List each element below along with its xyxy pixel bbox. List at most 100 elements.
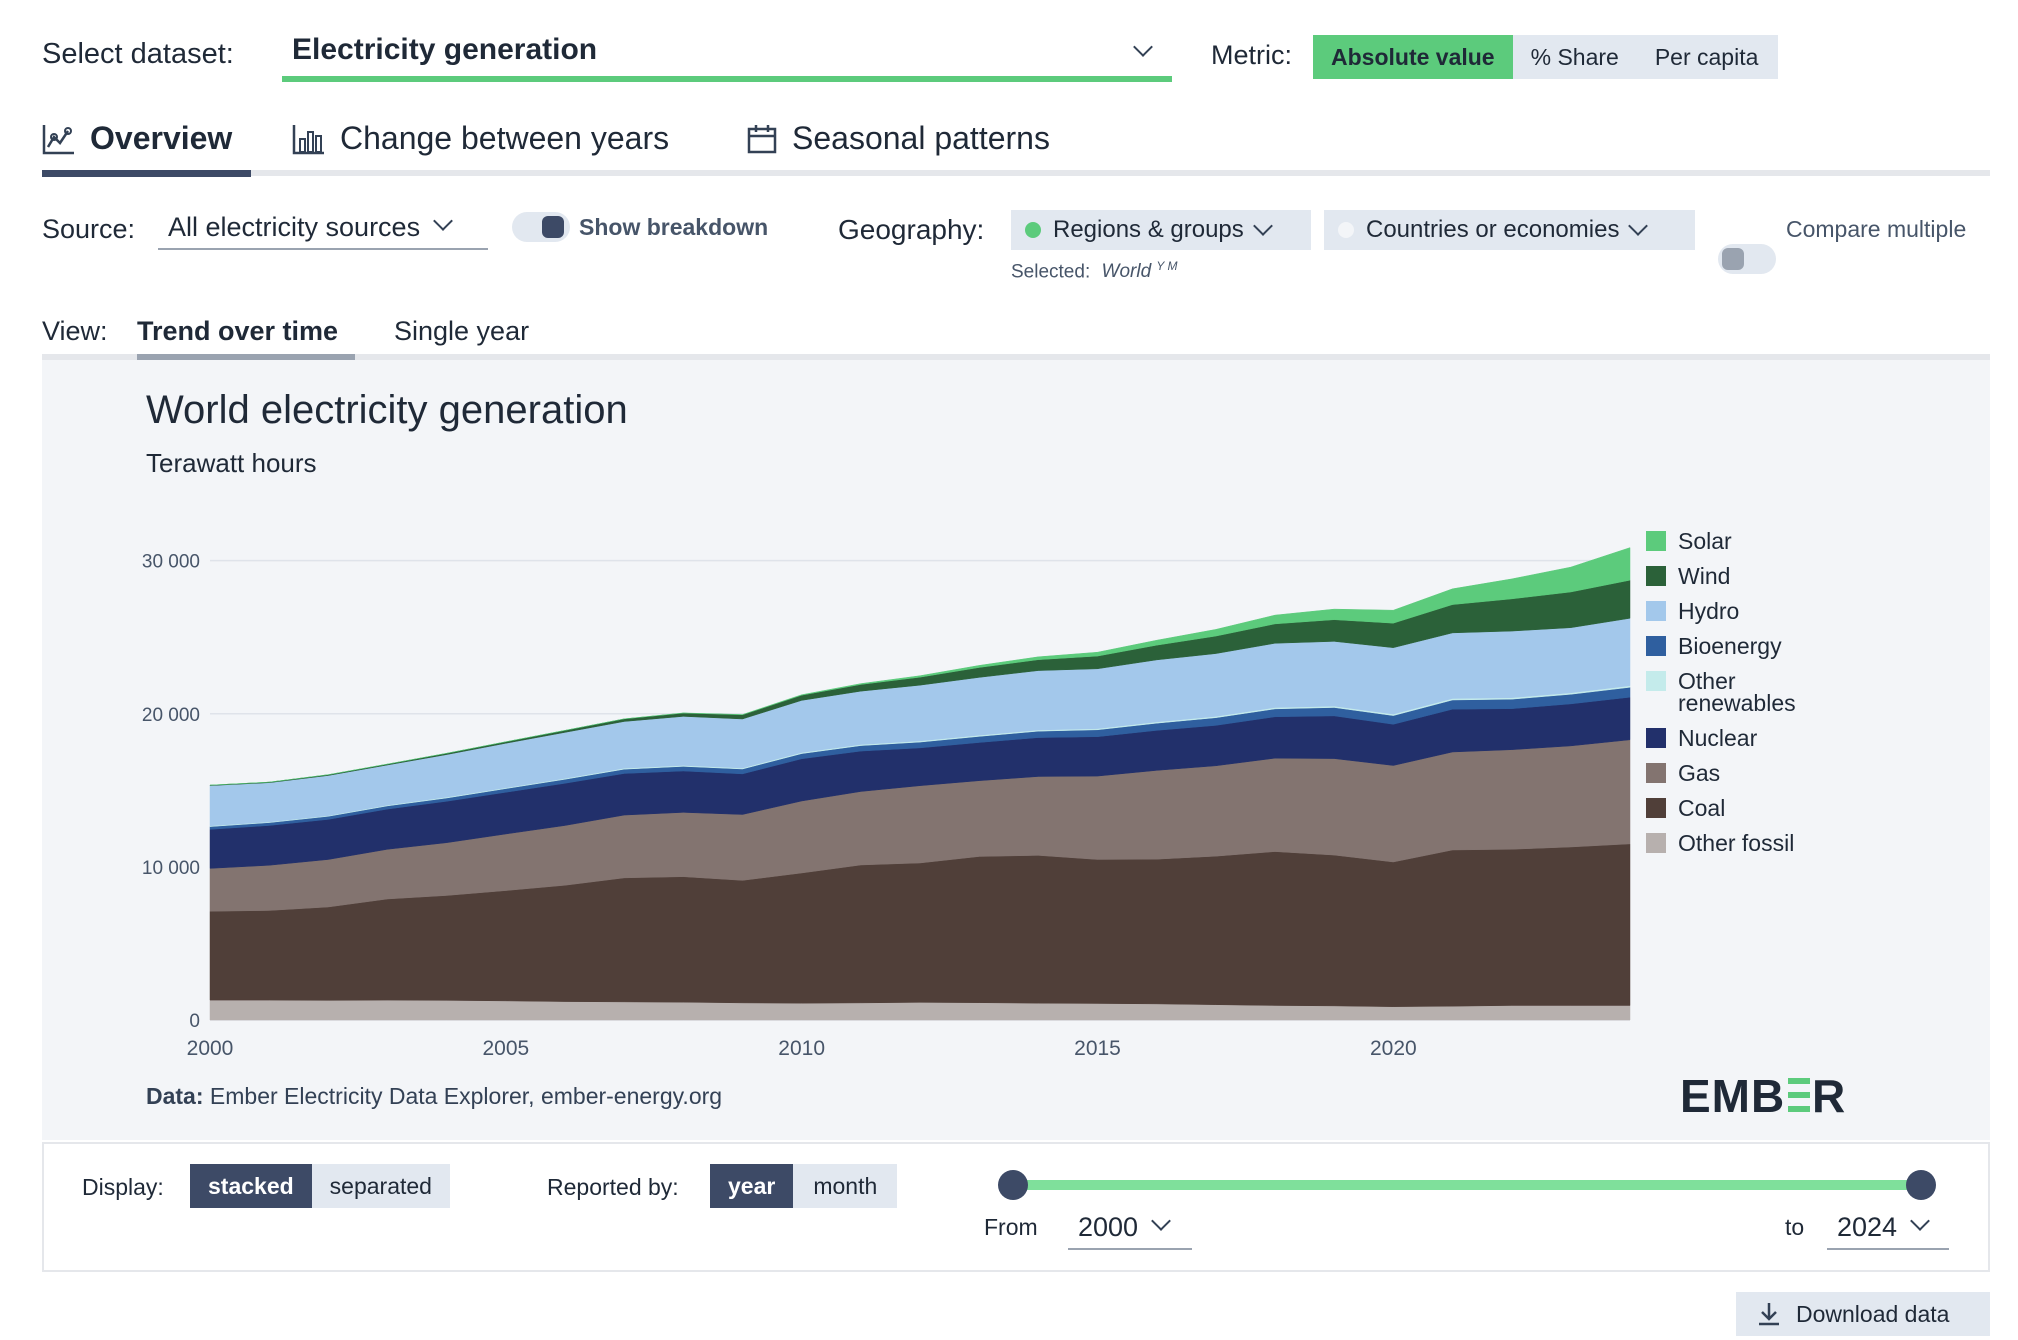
legend-label: Coal bbox=[1678, 795, 1726, 821]
legend-item-bioenergy[interactable]: Bioenergy bbox=[1646, 633, 1848, 659]
legend-item-solar[interactable]: Solar bbox=[1646, 528, 1848, 554]
legend-item-gas[interactable]: Gas bbox=[1646, 762, 1848, 785]
legend-label: Hydro bbox=[1678, 598, 1740, 624]
ember-logo: EMB R bbox=[1680, 1070, 1850, 1122]
download-data-button[interactable]: Download data bbox=[1736, 1292, 1990, 1336]
legend-item-other-renewables[interactable]: Other renewables bbox=[1646, 668, 1848, 716]
regions-groups-select[interactable]: Regions & groups bbox=[1011, 210, 1311, 250]
tabs-divider bbox=[42, 170, 1990, 176]
tab-active-indicator bbox=[42, 170, 251, 177]
metric-per-capita-button[interactable]: Per capita bbox=[1636, 35, 1779, 79]
from-year-value: 2000 bbox=[1078, 1211, 1139, 1242]
tab-change-label: Change between years bbox=[340, 120, 670, 156]
legend-item-other-fossil[interactable]: Other fossil bbox=[1646, 832, 1848, 855]
compare-multiple-toggle[interactable] bbox=[1718, 244, 1776, 274]
to-label: to bbox=[1785, 1214, 1805, 1240]
year-range-track[interactable] bbox=[1014, 1180, 1920, 1190]
chart-legend: Solar Wind Hydro Bioenergy Other renewables N… bbox=[1646, 528, 1848, 855]
metric-absolute-button[interactable]: Absolute value bbox=[1313, 35, 1513, 79]
x-tick-label: 2020 bbox=[1370, 1037, 1417, 1060]
to-year-select[interactable]: 2024 bbox=[1827, 1206, 1949, 1250]
selected-dot-icon bbox=[1025, 222, 1041, 238]
chevron-down-icon bbox=[433, 210, 453, 233]
legend-item-coal[interactable]: Coal bbox=[1646, 795, 1848, 821]
y-tick-label: 30 000 bbox=[142, 552, 200, 573]
svg-text:EMB: EMB bbox=[1680, 1074, 1785, 1116]
from-label: From bbox=[984, 1214, 1038, 1240]
reported-month-button[interactable]: month bbox=[793, 1164, 898, 1208]
chevron-down-icon bbox=[1133, 37, 1153, 59]
download-label: Download data bbox=[1796, 1300, 1950, 1327]
countries-select[interactable]: Countries or economies bbox=[1324, 210, 1695, 250]
legend-item-nuclear[interactable]: Nuclear bbox=[1646, 727, 1848, 750]
tab-overview[interactable]: Overview bbox=[42, 120, 232, 157]
legend-item-hydro[interactable]: Hydro bbox=[1646, 598, 1848, 624]
view-trend-over-time[interactable]: Trend over time bbox=[137, 316, 339, 346]
geography-label: Geography: bbox=[838, 214, 985, 245]
selected-suffix: Y M bbox=[1156, 259, 1178, 273]
y-tick-label: 20 000 bbox=[142, 705, 200, 726]
bar-chart-icon bbox=[292, 124, 324, 154]
view-single-year[interactable]: Single year bbox=[394, 316, 530, 346]
metric-toggle: Absolute value % Share Per capita bbox=[1313, 35, 1779, 79]
download-icon bbox=[1759, 1303, 1779, 1326]
source-prefix: Data: bbox=[146, 1083, 204, 1109]
legend-label: Bioenergy bbox=[1678, 633, 1782, 659]
calendar-icon bbox=[747, 124, 777, 153]
source-label: Source: bbox=[42, 214, 136, 244]
range-start-handle[interactable] bbox=[998, 1170, 1028, 1200]
legend-label: Solar bbox=[1678, 528, 1732, 554]
dataset-select[interactable]: Electricity generation bbox=[282, 28, 1172, 82]
reported-by-toggle: year month bbox=[710, 1164, 898, 1208]
chevron-down-icon bbox=[1151, 1210, 1171, 1233]
legend-item-wind[interactable]: Wind bbox=[1646, 565, 1848, 588]
area-series-solar[interactable] bbox=[209, 547, 1631, 786]
selected-value: World bbox=[1101, 261, 1152, 283]
y-tick-label: 0 bbox=[189, 1011, 200, 1032]
selected-geography: Selected: World Y M bbox=[1011, 259, 1178, 283]
chart-title: World electricity generation bbox=[146, 388, 628, 432]
reported-by-label: Reported by: bbox=[547, 1174, 679, 1200]
source-value: All electricity sources bbox=[168, 211, 421, 242]
metric-share-button[interactable]: % Share bbox=[1512, 35, 1637, 79]
selected-label: Selected: bbox=[1011, 261, 1091, 283]
chevron-down-icon bbox=[1910, 1210, 1930, 1233]
range-end-handle[interactable] bbox=[1906, 1170, 1936, 1200]
view-active-indicator bbox=[137, 354, 355, 361]
compare-multiple-label: Compare multiple bbox=[1786, 216, 1967, 242]
from-year-select[interactable]: 2000 bbox=[1068, 1206, 1192, 1250]
chevron-down-icon bbox=[1628, 212, 1649, 240]
display-stacked-button[interactable]: stacked bbox=[190, 1164, 312, 1208]
x-tick-label: 2005 bbox=[482, 1037, 529, 1060]
countries-label: Countries or economies bbox=[1366, 216, 1620, 243]
reported-year-button[interactable]: year bbox=[710, 1164, 794, 1208]
display-label: Display: bbox=[82, 1174, 164, 1200]
metric-label: Metric: bbox=[1211, 40, 1292, 70]
display-separated-button[interactable]: separated bbox=[311, 1164, 450, 1208]
tab-seasonal-patterns[interactable]: Seasonal patterns bbox=[746, 120, 1050, 157]
display-toggle: stacked separated bbox=[190, 1164, 450, 1208]
x-tick-label: 2010 bbox=[778, 1037, 825, 1060]
legend-label: Other renewables bbox=[1678, 668, 1796, 716]
tab-overview-label: Overview bbox=[90, 120, 233, 156]
source-text: Ember Electricity Data Explorer, ember-e… bbox=[209, 1083, 723, 1109]
dataset-value: Electricity generation bbox=[292, 33, 598, 66]
regions-groups-label: Regions & groups bbox=[1053, 216, 1244, 243]
legend-swatch bbox=[1646, 833, 1666, 853]
legend-swatch bbox=[1646, 566, 1666, 586]
legend-swatch bbox=[1646, 728, 1666, 748]
show-breakdown-toggle[interactable] bbox=[512, 212, 570, 242]
line-chart-icon bbox=[42, 124, 74, 154]
x-tick-label: 2015 bbox=[1074, 1037, 1121, 1060]
source-select[interactable]: All electricity sources bbox=[158, 206, 488, 250]
chart-subtitle: Terawatt hours bbox=[146, 448, 317, 478]
unselected-dot-icon bbox=[1338, 222, 1354, 238]
tab-seasonal-label: Seasonal patterns bbox=[792, 120, 1050, 156]
tab-change-between-years[interactable]: Change between years bbox=[292, 120, 669, 157]
chevron-down-icon bbox=[1252, 212, 1273, 240]
dataset-label: Select dataset: bbox=[42, 38, 234, 70]
x-tick-label: 2000 bbox=[187, 1037, 234, 1060]
area-chart: 0 10 000 20 000 30 000 2000 2005 2010 2015 2020 bbox=[142, 547, 1631, 1060]
legend-swatch bbox=[1646, 636, 1666, 656]
legend-swatch bbox=[1646, 763, 1666, 783]
